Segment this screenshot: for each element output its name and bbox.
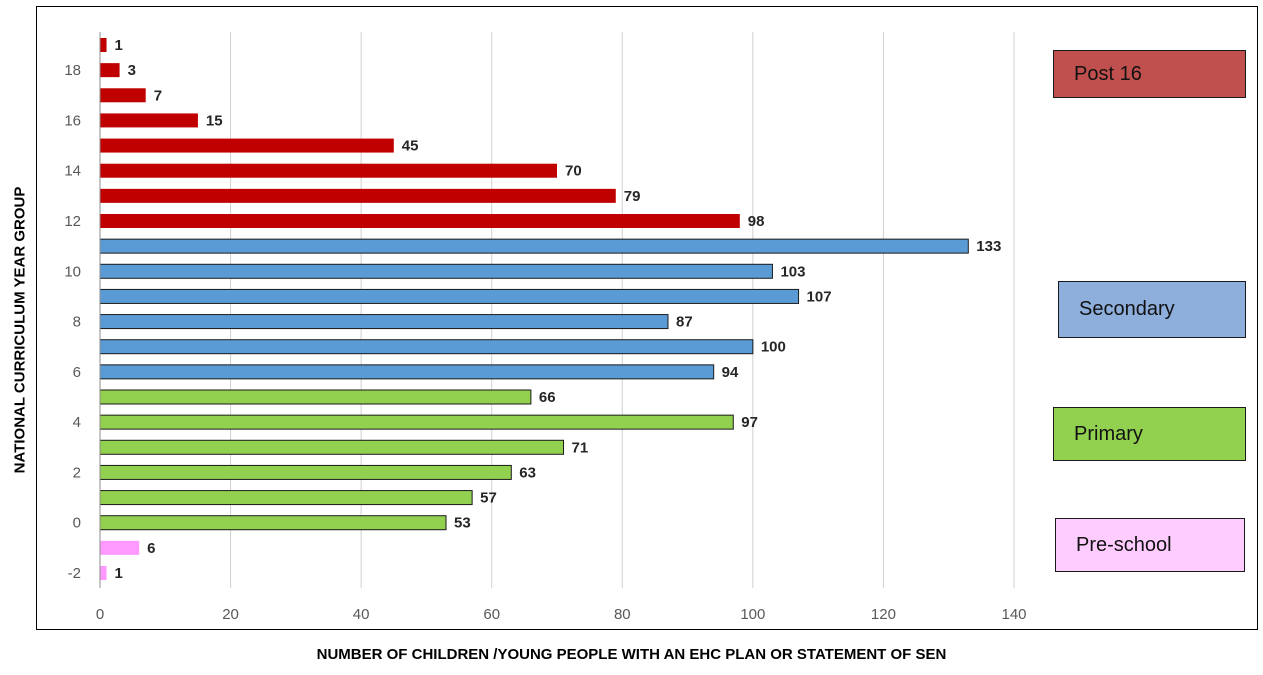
bar-year-18 [100,63,120,77]
y-tick-label-2: 2 [73,464,81,481]
bars: 1653576371976694100871071031339879704515… [100,37,1001,582]
bar-year-0 [100,516,446,530]
y-tick-label--2: -2 [68,565,81,582]
data-label-year-9: 107 [807,288,832,305]
x-tick-label-60: 60 [483,606,500,623]
legend-post16: Post 16 [1053,50,1246,98]
bar-year-4 [100,415,733,429]
x-tick-label-140: 140 [1001,606,1026,623]
bar-year-13 [100,189,616,203]
data-label-year-14: 70 [565,163,582,180]
bar-year--1 [100,541,139,555]
data-label-year-16: 15 [206,112,223,129]
bar-year-9 [100,289,799,303]
x-axis-title: NUMBER OF CHILDREN /YOUNG PEOPLE WITH AN… [0,646,1263,663]
bar-year-5 [100,390,531,404]
legend-secondary-label: Secondary [1079,298,1175,321]
data-label-year-0: 53 [454,515,471,532]
y-tick-label-16: 16 [64,112,81,129]
data-label-year-4: 97 [741,414,758,431]
x-tick-label-80: 80 [614,606,631,623]
bar-year-7 [100,340,753,354]
data-label-year--2: 1 [115,565,123,582]
legend-primary-label: Primary [1074,423,1143,446]
y-tick-label-14: 14 [64,163,81,180]
data-label-year-19: 1 [115,37,123,54]
y-axis-title: NATIONAL CURRICULUM YEAR GROUP [12,187,29,474]
y-tick-label-18: 18 [64,62,81,79]
bar-year-14 [100,164,557,178]
y-tick-label-0: 0 [73,515,81,532]
bar-year-12 [100,214,740,228]
legend-preschool-label: Pre-school [1076,534,1172,557]
data-label-year-13: 79 [624,188,641,205]
data-label-year-12: 98 [748,213,765,230]
legend-preschool: Pre-school [1055,518,1245,572]
legend-primary: Primary [1053,407,1246,461]
y-tick-label-6: 6 [73,364,81,381]
data-label-year-10: 103 [780,263,805,280]
legend-post16-label: Post 16 [1074,63,1142,86]
bar-year-3 [100,440,564,454]
bar-year--2 [100,566,107,580]
data-label-year-18: 3 [128,62,136,79]
x-tick-label-0: 0 [96,606,104,623]
legend-secondary: Secondary [1058,281,1246,338]
y-tick-label-12: 12 [64,213,81,230]
y-tick-label-10: 10 [64,263,81,280]
data-label-year-15: 45 [402,138,419,155]
bar-year-15 [100,139,394,153]
x-tick-label-100: 100 [740,606,765,623]
x-tick-label-40: 40 [353,606,370,623]
data-label-year-2: 63 [519,464,536,481]
x-tick-label-120: 120 [871,606,896,623]
data-label-year-3: 71 [572,439,589,456]
bar-year-17 [100,88,146,102]
data-label-year-1: 57 [480,490,497,507]
data-label-year-8: 87 [676,314,693,331]
data-label-year-7: 100 [761,339,786,356]
data-label-year-17: 7 [154,87,162,104]
bar-year-11 [100,239,968,253]
bar-year-6 [100,365,714,379]
data-label-year-5: 66 [539,389,556,406]
y-tick-label-8: 8 [73,314,81,331]
data-label-year-6: 94 [722,364,739,381]
bar-year-16 [100,113,198,127]
x-tick-label-20: 20 [222,606,239,623]
bar-year-8 [100,315,668,329]
data-label-year--1: 6 [147,540,155,557]
y-tick-label-4: 4 [73,414,81,431]
bar-year-1 [100,491,472,505]
y-axis-title-wrap: NATIONAL CURRICULUM YEAR GROUP [0,0,40,675]
bar-year-19 [100,38,107,52]
bar-year-10 [100,264,772,278]
bar-year-2 [100,465,511,479]
data-label-year-11: 133 [976,238,1001,255]
